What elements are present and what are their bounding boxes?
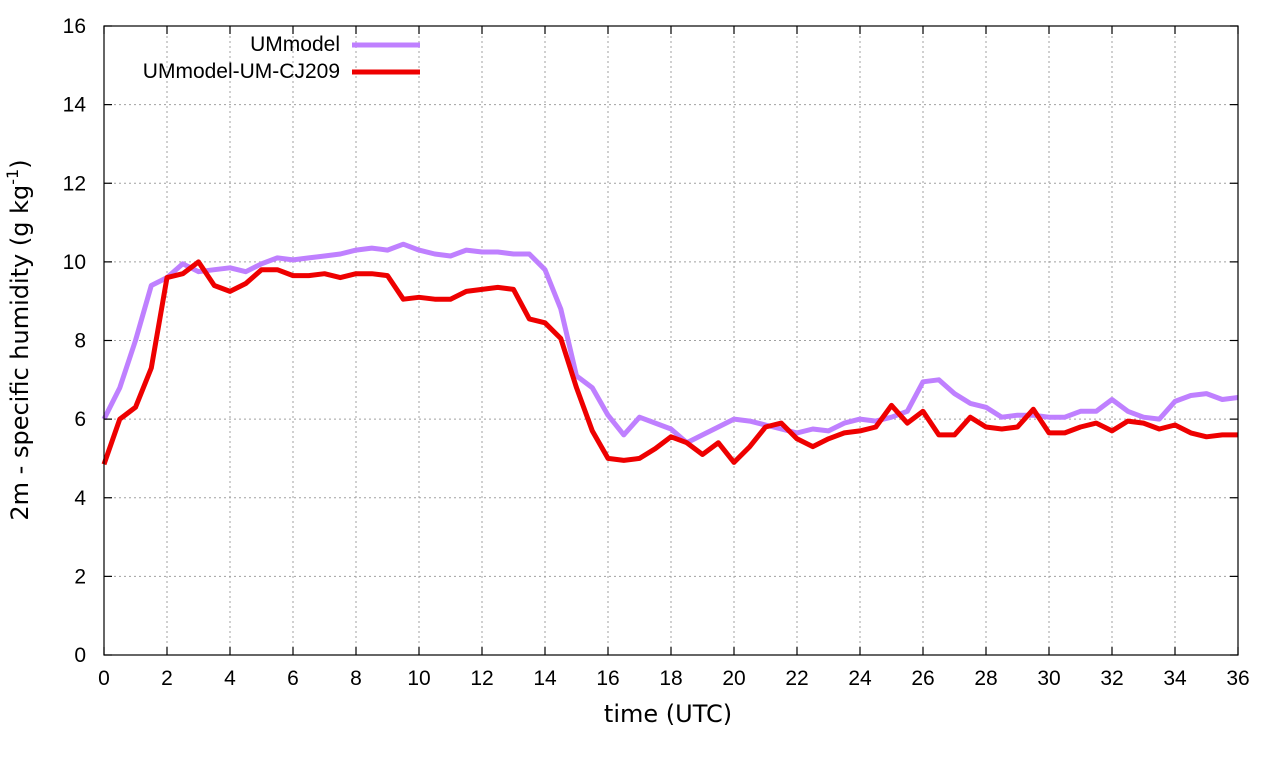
y-axis-tick-labels: 0 2 4 6 8 10 12 14 16 (63, 15, 87, 667)
x-tick-label: 26 (911, 667, 934, 690)
x-tick-label: 24 (848, 667, 872, 690)
legend: UMmodel UMmodel-UM-CJ209 (143, 33, 420, 83)
y-tick-label: 12 (63, 172, 86, 195)
x-axis-label: time (UTC) (604, 700, 732, 728)
y-tick-label: 4 (74, 487, 86, 510)
y-axis-label: 2m - specific humidity (g kg-1) (3, 159, 34, 520)
axis-ticks (103, 25, 1239, 656)
x-tick-label: 0 (98, 667, 110, 690)
series-lines (101, 241, 1239, 466)
y-axis-label-main: 2m - specific humidity (g kg (6, 185, 34, 521)
series-line-2 (101, 259, 1238, 466)
x-tick-label: 36 (1226, 667, 1249, 690)
y-tick-label: 8 (74, 330, 86, 353)
x-tick-label: 30 (1037, 667, 1060, 690)
y-axis-label-tail: ) (6, 159, 34, 168)
x-tick-label: 28 (974, 667, 997, 690)
legend-label-series-2: UMmodel-UM-CJ209 (143, 60, 340, 83)
x-tick-label: 34 (1163, 667, 1187, 690)
x-tick-label: 6 (287, 667, 299, 690)
legend-label-series-1: UMmodel (250, 33, 340, 56)
x-tick-label: 8 (350, 667, 362, 690)
y-tick-label: 14 (63, 94, 87, 117)
x-tick-label: 12 (470, 667, 493, 690)
y-tick-label: 0 (74, 644, 86, 667)
x-tick-label: 4 (224, 667, 236, 690)
x-tick-label: 16 (596, 667, 619, 690)
x-axis-tick-labels: 0 2 4 6 8 10 12 14 16 18 20 22 24 26 28 30 32 34 36 (98, 667, 1250, 690)
y-tick-label: 2 (74, 565, 86, 588)
y-axis-label-superscript: -1 (3, 169, 22, 185)
y-tick-label: 16 (63, 15, 86, 38)
grid (104, 26, 1238, 655)
x-tick-label: 22 (785, 667, 808, 690)
x-tick-label: 18 (659, 667, 682, 690)
y-tick-label: 6 (74, 408, 86, 431)
y-tick-label: 10 (63, 251, 86, 274)
series-line-1 (101, 241, 1239, 446)
x-tick-label: 2 (161, 667, 173, 690)
x-tick-label: 14 (533, 667, 557, 690)
x-tick-label: 20 (722, 667, 745, 690)
x-tick-label: 10 (407, 667, 430, 690)
x-tick-label: 32 (1100, 667, 1123, 690)
